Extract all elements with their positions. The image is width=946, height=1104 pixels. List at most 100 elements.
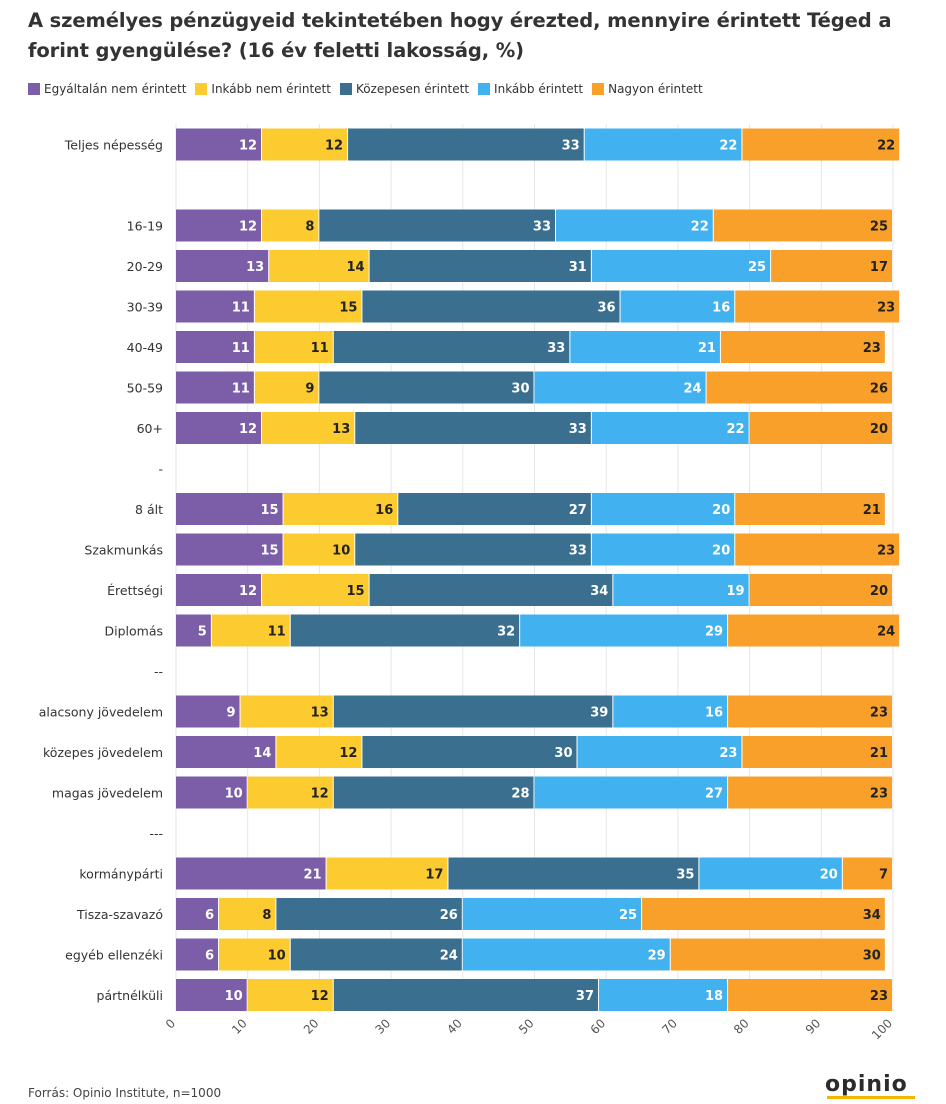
bar-segment <box>176 857 326 890</box>
bar-segment <box>283 533 355 566</box>
data-label: 28 <box>511 787 529 802</box>
bar-segment <box>369 250 591 282</box>
data-label: 11 <box>232 301 250 316</box>
bar-segment <box>742 736 892 768</box>
bar-segment <box>355 533 591 566</box>
data-label: 23 <box>719 746 737 761</box>
data-label: 6 <box>205 908 214 923</box>
data-label: 22 <box>727 422 745 437</box>
bar-segment <box>591 493 735 525</box>
bar-row: 6 8 26 25 34 <box>176 898 885 930</box>
row-label: alacsony jövedelem <box>39 705 163 720</box>
row-separator-label: - <box>158 462 163 477</box>
data-label: 14 <box>253 746 271 761</box>
legend-item: Inkább érintett <box>478 82 583 96</box>
data-label: 37 <box>576 989 594 1004</box>
bar-segment <box>591 533 735 566</box>
bar-segment <box>749 574 892 606</box>
data-label: 13 <box>246 260 264 275</box>
data-label: 13 <box>311 706 329 721</box>
data-label: 15 <box>339 301 357 316</box>
data-label: 25 <box>870 220 888 235</box>
data-label: 21 <box>698 341 716 356</box>
bar-segment <box>262 574 369 606</box>
data-label: 23 <box>877 544 895 559</box>
data-label: 13 <box>332 422 350 437</box>
bar-segment <box>319 371 534 404</box>
data-label: 20 <box>820 868 838 883</box>
legend: Egyáltalán nem érintett Inkább nem érinte… <box>28 80 712 98</box>
bar-segment <box>176 695 240 728</box>
bar-segment <box>176 412 262 444</box>
data-label: 12 <box>239 139 257 154</box>
data-label: 15 <box>260 544 278 559</box>
bar-segment <box>176 533 283 566</box>
x-tick-label: 0 <box>163 1016 178 1031</box>
bar-segment <box>613 695 728 728</box>
bar-segment <box>462 898 642 930</box>
data-label: 12 <box>325 139 343 154</box>
x-tick-label: 100 <box>869 1016 895 1042</box>
bar-segment <box>319 209 556 242</box>
data-label: 15 <box>260 503 278 518</box>
row-label: egyéb ellenzéki <box>65 948 163 963</box>
legend-item: Inkább nem érintett <box>195 82 331 96</box>
row-label: 40-49 <box>127 340 163 355</box>
data-label: 27 <box>705 787 723 802</box>
bar-segment <box>670 938 885 971</box>
data-label: 12 <box>311 989 329 1004</box>
data-label: 11 <box>268 625 286 640</box>
row-label: magas jövedelem <box>52 786 163 801</box>
data-label: 34 <box>590 584 608 599</box>
bar-segment <box>591 250 771 282</box>
data-label: 27 <box>569 503 587 518</box>
bar-row: 12 15 34 19 20 <box>176 574 892 606</box>
bar-row: 11 9 30 24 26 <box>176 371 892 404</box>
bar-segment <box>355 412 591 444</box>
row-label: Teljes népesség <box>64 138 163 153</box>
bar-row: 9 13 39 16 23 <box>176 695 892 728</box>
bar-segment <box>219 898 276 930</box>
bar-segment <box>290 938 462 971</box>
x-tick-label: 40 <box>444 1016 465 1037</box>
row-label: Tisza-szavazó <box>76 907 163 922</box>
bar-segment <box>735 290 900 323</box>
row-label: Érettségi <box>107 583 163 598</box>
x-tick-label: 90 <box>803 1016 824 1037</box>
data-label: 33 <box>533 220 551 235</box>
data-label: 32 <box>497 625 515 640</box>
data-label: 29 <box>648 949 666 964</box>
bar-segment <box>326 857 448 890</box>
data-label: 35 <box>676 868 694 883</box>
data-label: 20 <box>712 503 730 518</box>
bar-segment <box>362 290 620 323</box>
bar-row: 12 12 33 22 22 <box>176 128 900 161</box>
x-tick-label: 50 <box>516 1016 537 1037</box>
bar-segment <box>735 533 900 566</box>
x-tick-label: 20 <box>301 1016 322 1037</box>
data-label: 20 <box>870 584 888 599</box>
source-note: Forrás: Opinio Institute, n=1000 <box>28 1086 222 1100</box>
bar-segment <box>176 574 262 606</box>
bar-segment <box>728 979 892 1011</box>
data-label: 15 <box>346 584 364 599</box>
bar-segment <box>176 776 247 809</box>
data-label: 6 <box>205 949 214 964</box>
bar-segment <box>348 128 584 161</box>
bar-segment <box>176 898 219 930</box>
bar-segment <box>254 290 362 323</box>
data-label: 17 <box>870 260 888 275</box>
x-tick-label: 30 <box>373 1016 394 1037</box>
bar-segment <box>448 857 699 890</box>
data-label: 18 <box>705 989 723 1004</box>
opinio-logo: opinio <box>825 1072 915 1099</box>
bar-segment <box>369 574 613 606</box>
row-label: 8 ált <box>135 502 163 517</box>
data-label: 33 <box>569 422 587 437</box>
bar-segment <box>211 614 290 647</box>
bar-segment <box>620 290 735 323</box>
bar-segment <box>176 979 247 1011</box>
x-tick-label: 10 <box>229 1016 250 1037</box>
data-label: 20 <box>712 544 730 559</box>
data-label: 26 <box>870 382 888 397</box>
